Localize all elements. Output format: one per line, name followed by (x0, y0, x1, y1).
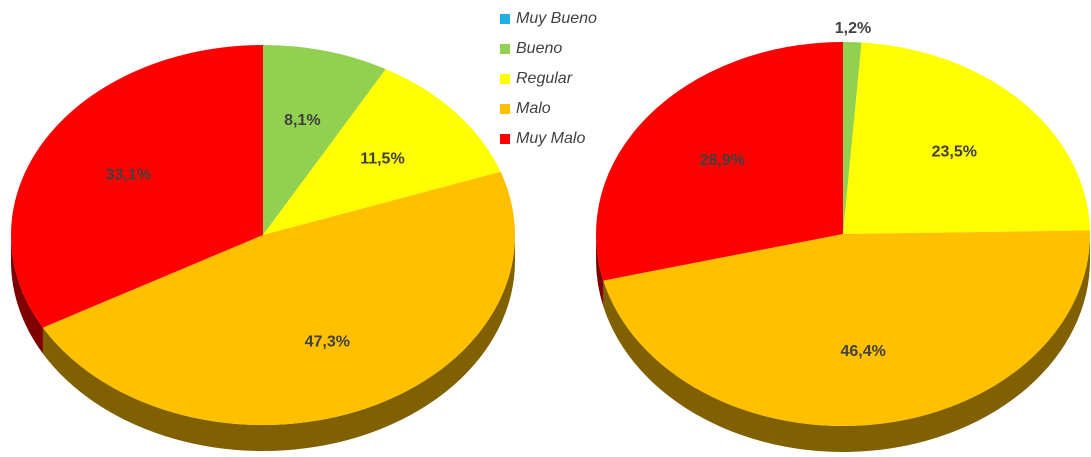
legend-marker (500, 134, 510, 144)
data-label: 46,4% (840, 343, 885, 360)
slice (603, 230, 1090, 427)
legend-marker (500, 74, 510, 84)
legend-label: Malo (516, 100, 551, 117)
slice (263, 69, 501, 235)
legend-label: Regular (516, 70, 573, 87)
slice-side (596, 234, 604, 307)
data-label: 33,1% (106, 167, 151, 184)
slice-side (10, 235, 43, 354)
legend-marker (500, 44, 510, 54)
legend-marker (500, 14, 510, 24)
legend-marker (500, 104, 510, 114)
data-label: 47,3% (305, 334, 350, 351)
slice (843, 42, 1090, 235)
legend-label: Muy Malo (516, 130, 585, 147)
slice (11, 45, 264, 328)
slice (263, 45, 386, 235)
data-label: 8,1% (284, 112, 320, 129)
data-label: 23,5% (932, 143, 977, 160)
slice (843, 42, 862, 234)
data-label: 11,5% (360, 150, 404, 167)
slice-side (42, 235, 515, 452)
legend-label: Bueno (516, 40, 562, 57)
data-label: 28,9% (700, 152, 745, 169)
slice (42, 171, 516, 425)
data-label: 1,2% (835, 20, 871, 37)
legend-label: Muy Bueno (516, 10, 597, 27)
slice (596, 42, 843, 281)
